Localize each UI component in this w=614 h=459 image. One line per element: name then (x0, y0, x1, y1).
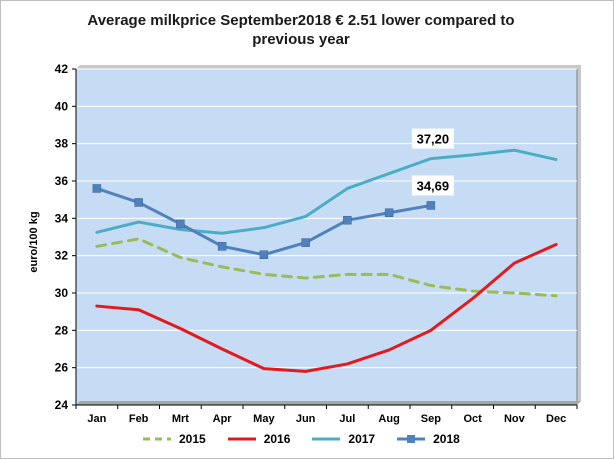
y-tick-label: 32 (55, 249, 69, 263)
legend-label: 2017 (348, 432, 376, 446)
legend-label: 2015 (179, 432, 206, 446)
data-label: 34,69 (417, 178, 450, 193)
legend-label: 2018 (433, 432, 460, 446)
data-point-2018 (217, 242, 227, 251)
y-tick-label: 26 (55, 361, 69, 375)
x-tick-label: Oct (463, 413, 482, 425)
x-tick-label: Jan (87, 413, 106, 425)
x-tick-label: Jul (339, 413, 355, 425)
legend-swatch (310, 433, 342, 445)
y-tick-label: 42 (55, 62, 69, 76)
legend-swatch (141, 433, 173, 445)
series-line-2017 (95, 148, 558, 235)
y-tick-label: 30 (55, 286, 69, 300)
x-tick-label: Mrt (172, 413, 189, 425)
x-tick-label: Feb (129, 413, 149, 425)
y-tick-label: 36 (55, 174, 69, 188)
plot-area (75, 68, 578, 406)
x-tick-label: Nov (504, 413, 526, 425)
legend-item-2017: 2017 (310, 432, 375, 446)
chart-legend: 2015 2016 2017 2018 (141, 429, 501, 449)
legend-item-2018: 2018 (395, 432, 460, 446)
legend-label: 2016 (263, 432, 291, 446)
data-label-box (411, 128, 454, 149)
y-tick-label: 38 (55, 137, 69, 151)
data-point-2018 (259, 250, 269, 259)
data-point-2018 (176, 219, 185, 229)
legend-swatch (395, 433, 427, 445)
y-tick-label: 34 (55, 211, 69, 225)
data-point-2018 (301, 238, 310, 247)
x-tick-label: Dec (546, 413, 566, 425)
x-tick-label: Apr (213, 413, 233, 425)
chart-title: Average milkprice September2018 € 2.51 l… (87, 12, 515, 48)
data-label: 37,20 (417, 132, 450, 147)
plot-floor (76, 401, 581, 405)
data-point-2018 (384, 208, 394, 217)
data-point-2018 (426, 201, 436, 210)
x-tick-label: May (253, 413, 275, 425)
data-point-2018 (134, 198, 143, 207)
x-tick-label: Aug (378, 413, 399, 425)
data-point-2018 (343, 215, 352, 225)
x-tick-label: Sep (421, 413, 441, 425)
legend-item-2015: 2015 (141, 432, 206, 446)
legend-item-2016: 2016 (226, 432, 291, 446)
data-point-2018 (92, 184, 102, 193)
y-tick-label: 24 (55, 398, 69, 412)
x-tick-label: Jun (296, 413, 316, 425)
y-tick-label: 28 (55, 323, 69, 337)
series-line-2016 (95, 242, 558, 373)
data-label-box (411, 175, 454, 196)
legend-swatch (226, 433, 258, 445)
y-tick-label: 40 (55, 99, 69, 113)
